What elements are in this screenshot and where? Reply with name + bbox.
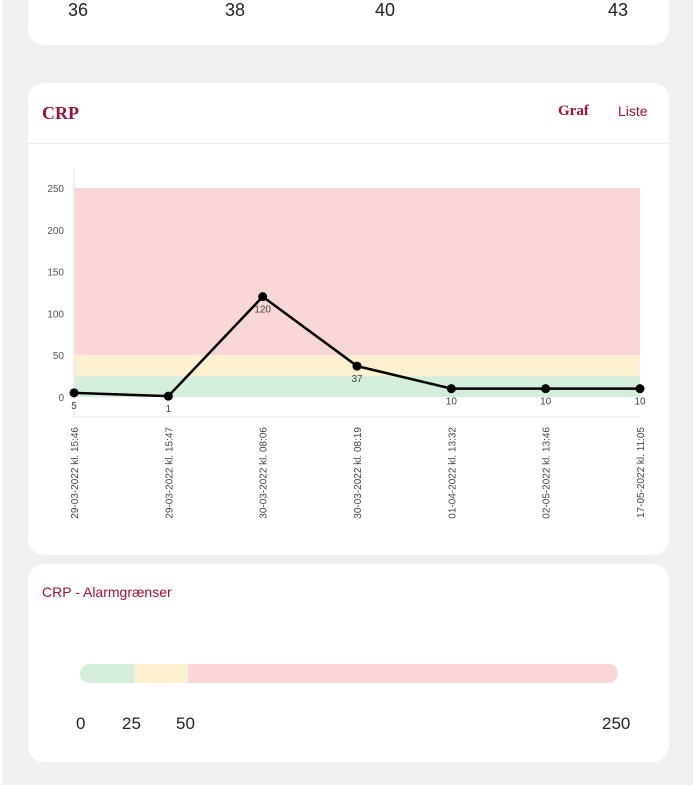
axis-number: 36: [67, 0, 89, 20]
alarm-range-bar: [80, 664, 618, 683]
data-point: [352, 361, 362, 371]
axis-number: 40: [374, 0, 396, 20]
data-label: 1: [166, 404, 172, 415]
data-point: [69, 388, 79, 398]
divider: [28, 143, 669, 144]
alarm-label: 50: [176, 714, 195, 733]
data-label: 120: [254, 305, 271, 316]
y-tick-label: 150: [47, 268, 64, 279]
data-label: 10: [634, 397, 646, 408]
x-tick-label: 29-03-2022 kl. 15:47: [164, 427, 175, 519]
alarm-title: CRP - Alarmgrænser: [42, 584, 172, 600]
alarm-limits-card: CRP - Alarmgrænser 0 25 50 250: [28, 564, 669, 762]
data-point: [446, 384, 456, 394]
data-point: [541, 384, 551, 394]
data-point: [635, 384, 645, 394]
alarm-segment: [187, 664, 618, 683]
axis-number: 38: [224, 0, 246, 20]
y-tick-label: 0: [58, 393, 64, 404]
alarm-segment: [133, 664, 188, 683]
data-point: [258, 292, 268, 302]
x-tick-label: 30-03-2022 kl. 08:19: [353, 427, 364, 519]
x-tick-label: 29-03-2022 kl. 15:46: [70, 427, 81, 519]
alarm-label: 25: [122, 714, 141, 733]
crp-card: CRP Graf Liste 0 50 100 150 200 250 5 1 120 37 10 1…: [28, 83, 669, 555]
x-tick-label: 30-03-2022 kl. 08:06: [259, 427, 270, 519]
card-title: CRP: [42, 103, 79, 123]
alarm-label: 250: [602, 714, 631, 733]
y-tick-label: 250: [47, 184, 64, 195]
tab-liste[interactable]: Liste: [618, 103, 648, 119]
alarm-segment: [80, 664, 134, 683]
crp-chart: 0 50 100 150 200 250 5 1 120 37 10 10 10 29-03-2022 k…: [47, 168, 647, 519]
data-label: 37: [351, 374, 363, 385]
y-tick-label: 200: [47, 226, 64, 237]
y-tick-label: 50: [53, 351, 65, 362]
data-label: 5: [71, 401, 77, 412]
x-tick-label: 17-05-2022 kl. 11:05: [636, 427, 647, 518]
left-edge: [0, 0, 3, 785]
data-label: 10: [540, 397, 552, 408]
y-tick-label: 100: [47, 309, 64, 320]
alarm-label: 0: [76, 714, 86, 733]
tab-graf[interactable]: Graf: [558, 103, 589, 119]
axis-number: 43: [607, 0, 629, 20]
previous-card: 36 38 40 43: [28, 0, 669, 45]
x-tick-label: 01-04-2022 kl. 13:32: [447, 427, 458, 519]
data-label: 10: [446, 397, 458, 408]
data-point: [163, 391, 173, 401]
x-tick-label: 02-05-2022 kl. 13:46: [542, 427, 553, 519]
range-band: [74, 376, 640, 397]
range-band: [74, 188, 640, 356]
